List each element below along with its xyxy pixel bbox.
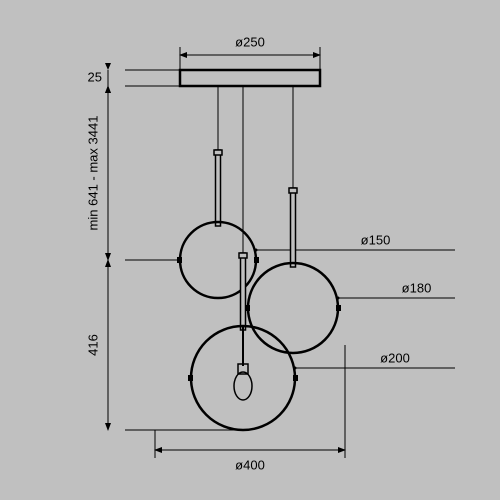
globe-dim-label: ø200 <box>380 350 410 365</box>
bulb <box>234 372 252 400</box>
svg-text:min 641 - max 3441: min 641 - max 3441 <box>85 116 100 231</box>
rod-sleeve <box>291 188 296 267</box>
globe-dim-label: ø180 <box>402 280 432 295</box>
rod-sleeve <box>216 150 221 226</box>
svg-text:ø400: ø400 <box>235 457 265 472</box>
svg-text:ø250: ø250 <box>235 34 265 49</box>
canopy <box>180 70 320 86</box>
rod-sleeve <box>241 253 246 330</box>
svg-text:416: 416 <box>85 334 100 356</box>
globe-dim-label: ø150 <box>361 232 391 247</box>
svg-text:25: 25 <box>88 69 102 84</box>
globe <box>248 263 338 353</box>
